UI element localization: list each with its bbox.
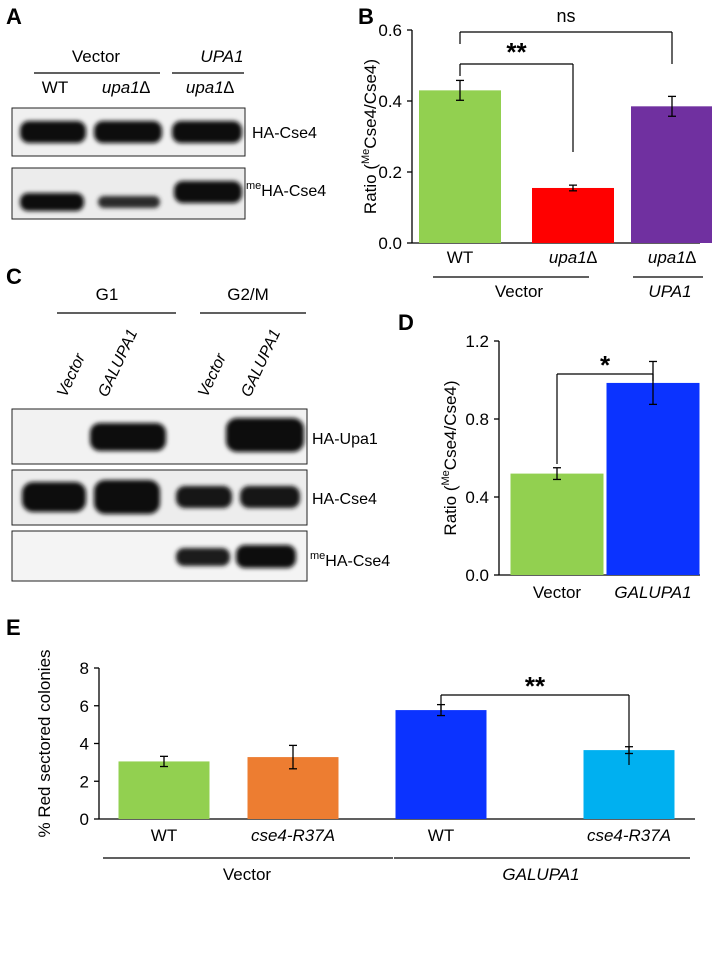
lane-label-wt: WT: [42, 78, 68, 97]
band: [236, 545, 296, 568]
blot-bands-me-ha-cse4-c: [176, 545, 296, 568]
chart-b: 0.0 0.2 0.4 0.6 WT upa1∆ upa1∆ Ratio (MeCse4/Cs…: [360, 6, 712, 301]
y-tick-label: 8: [80, 659, 89, 678]
group-label-galupa1: GALUPA1: [502, 865, 579, 884]
band: [174, 181, 242, 203]
x-tick-label: upa1∆: [549, 248, 598, 267]
panel-b-letter: B: [358, 4, 374, 29]
band: [94, 480, 160, 514]
panel-e-letter: E: [6, 615, 21, 640]
blot-bands-ha-cse4: [20, 121, 242, 143]
chart-d: 0.0 0.4 0.8 1.2 Vector GALUPA1 Ratio (MeCse4/C…: [440, 332, 700, 602]
band: [20, 193, 84, 211]
y-tick-label: 2: [80, 772, 89, 791]
y-tick-label: 0.8: [465, 410, 489, 429]
x-tick-label: WT: [428, 826, 454, 845]
band-label-ha-cse4-c: HA-Cse4: [312, 491, 377, 508]
band-label-ha-upa1: HA-Upa1: [312, 431, 378, 448]
bar: [510, 473, 604, 575]
band: [98, 196, 160, 208]
y-tick-label: 6: [80, 697, 89, 716]
x-tick-label: cse4-R37A: [587, 826, 671, 845]
y-axis-label-part: Ratio (: [441, 485, 460, 535]
y-tick-label: 4: [80, 735, 89, 754]
lane-label-galupa1-g1: GALUPA1: [95, 327, 141, 400]
lane-label-upa1-deletion-complemented: upa1∆: [186, 78, 235, 97]
panel-c: C G1 G2/M Vector GALUPA1 Vector GALUPA1 …: [6, 264, 390, 582]
band: [176, 486, 232, 508]
y-tick-label: 0.0: [465, 566, 489, 585]
x-tick-label: upa1∆: [648, 248, 697, 267]
band: [22, 482, 86, 512]
x-tick-label: WT: [151, 826, 177, 845]
blot-bands-me-ha-cse4: [20, 181, 242, 211]
band: [240, 486, 300, 508]
blot-bands-ha-upa1: [90, 418, 304, 452]
y-axis-label-sup: Me: [360, 149, 372, 164]
group-label-upa1: UPA1: [200, 47, 243, 66]
band: [90, 423, 166, 451]
chart-e: 0 2 4 6 8 WT cse4-R37A WT cse4-R37A % Red sectore…: [35, 649, 695, 884]
group-label-g2m: G2/M: [227, 285, 269, 304]
panel-d-letter: D: [398, 310, 414, 335]
y-tick-label: 1.2: [465, 332, 489, 351]
y-axis-label-part: Cse4/Cse4): [441, 380, 460, 470]
group-label-vector: Vector: [223, 865, 272, 884]
significance-double-star-label: **: [506, 37, 527, 67]
band-label-me-ha-cse4-c: meHA-Cse4: [310, 550, 390, 570]
group-label-upa1: UPA1: [648, 282, 691, 301]
group-label-vector: Vector: [495, 282, 544, 301]
x-tick-label: cse4-R37A: [251, 826, 335, 845]
significance-double-star-label: **: [525, 671, 546, 701]
y-axis-label: Ratio (MeCse4/Cse4): [440, 380, 460, 535]
blot-bands-ha-cse4-c: [22, 480, 300, 514]
y-tick-label: 0.0: [378, 234, 402, 253]
panel-a-letter: A: [6, 4, 22, 29]
panel-e: E 0 2 4 6 8 WT cse4-R37A WT cse4-R37A % Red secto…: [6, 615, 695, 884]
band: [172, 121, 242, 143]
band: [226, 418, 304, 452]
band: [20, 121, 86, 143]
y-axis-label-part: Cse4/Cse4): [361, 59, 380, 149]
y-tick-label: 0.2: [378, 163, 402, 182]
panel-d: D 0.0 0.4 0.8 1.2 Vector GALUPA1 Ratio (MeCse4…: [398, 310, 700, 602]
panel-a: A Vector UPA1 WT upa1∆ upa1∆ HA-Cse4 meH…: [6, 4, 326, 220]
bar: [419, 90, 501, 243]
bar: [395, 710, 487, 819]
lane-label-galupa1-g2m: GALUPA1: [238, 327, 284, 400]
band: [94, 121, 162, 143]
x-tick-label: Vector: [533, 583, 582, 602]
lane-label-vector-g2m: Vector: [195, 351, 230, 400]
group-label-g1: G1: [96, 285, 119, 304]
lane-label-upa1-deletion: upa1∆: [102, 78, 151, 97]
x-tick-label: GALUPA1: [614, 583, 691, 602]
y-axis-label-part: Ratio (: [361, 164, 380, 214]
y-tick-label: 0.4: [465, 488, 489, 507]
x-tick-label: WT: [447, 248, 473, 267]
bar: [118, 761, 210, 819]
y-axis-label: Ratio (MeCse4/Cse4): [360, 59, 380, 214]
panel-b: B 0.0 0.2 0.4 0.6 WT upa1∆ upa1∆ Ratio (MeCse4/…: [358, 4, 712, 301]
y-tick-label: 0.4: [378, 92, 402, 111]
band-label-me-ha-cse4: meHA-Cse4: [246, 180, 326, 200]
bar: [606, 382, 700, 575]
y-tick-label: 0.6: [378, 21, 402, 40]
lane-label-vector-g1: Vector: [54, 351, 89, 400]
bar: [532, 187, 614, 243]
group-label-vector: Vector: [72, 47, 121, 66]
panel-c-letter: C: [6, 264, 22, 289]
significance-ns-label: ns: [556, 6, 575, 26]
bar: [631, 106, 712, 243]
band: [176, 548, 230, 566]
y-axis-label-sup: Me: [440, 470, 452, 485]
band-label-ha-cse4: HA-Cse4: [252, 125, 317, 142]
significance-star-label: *: [600, 350, 611, 380]
y-axis-label: % Red sectored colonies: [35, 649, 54, 837]
y-tick-label: 0: [80, 810, 89, 829]
